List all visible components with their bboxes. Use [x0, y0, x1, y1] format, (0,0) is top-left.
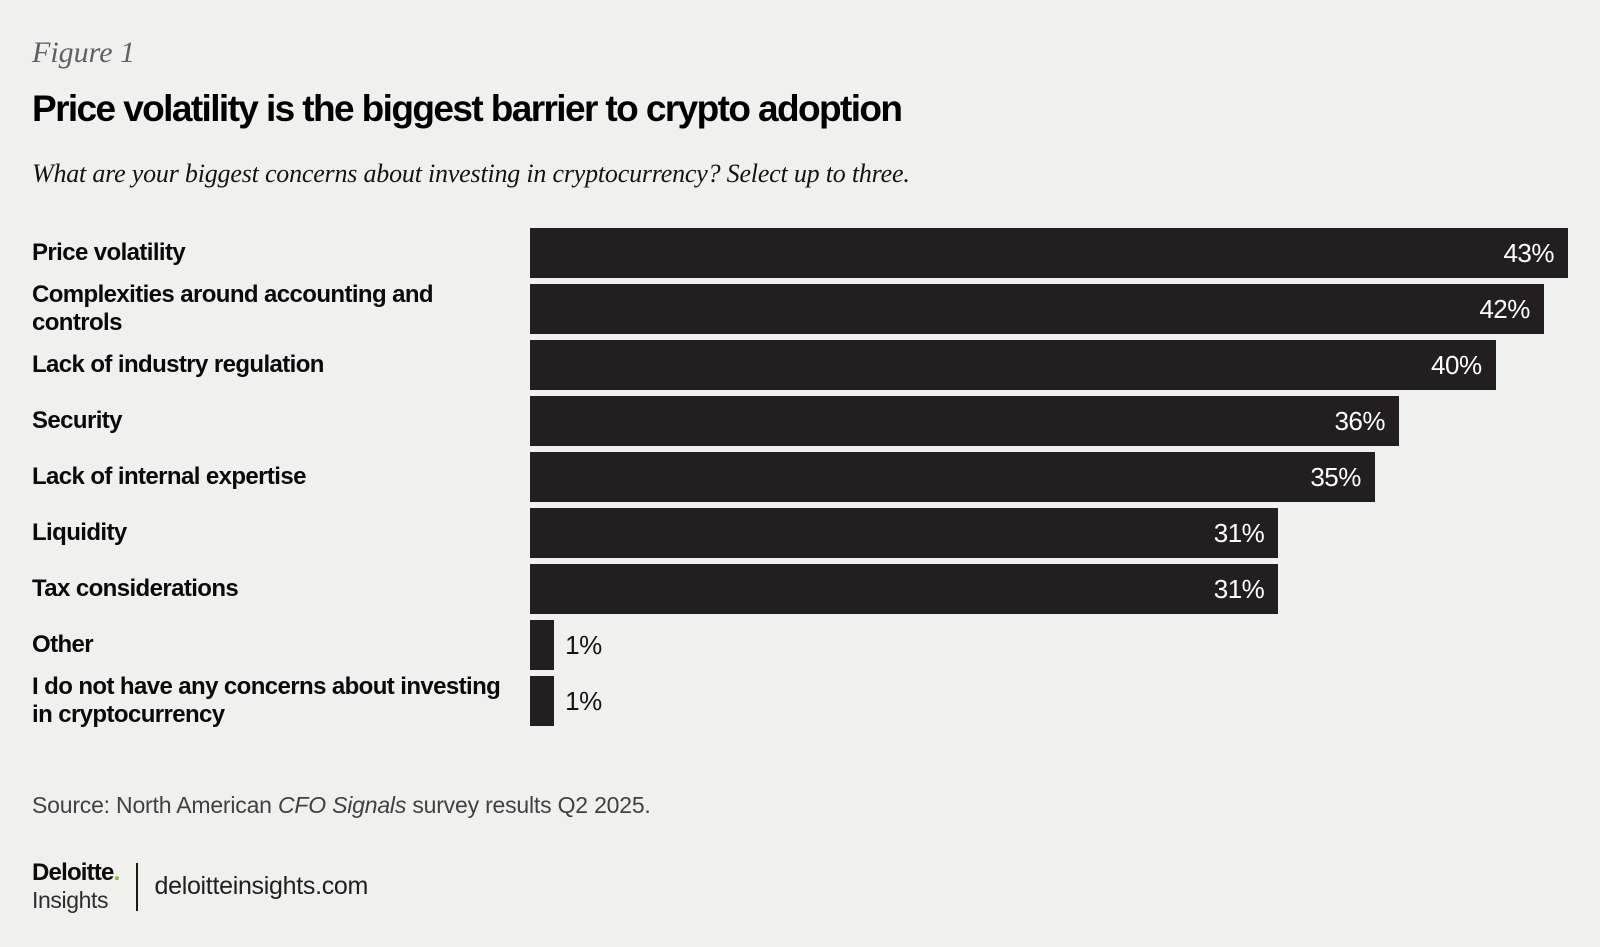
bar: 31%: [530, 564, 1279, 615]
category-label: Lack of industry regulation: [32, 351, 324, 379]
chart-row: Tax considerations 31%: [32, 564, 1568, 615]
source-prefix: Source: North American: [32, 792, 278, 819]
value-label: 35%: [1310, 461, 1361, 492]
bar: [530, 676, 555, 727]
category-label: Tax considerations: [32, 575, 239, 603]
category-label: Price volatility: [32, 239, 186, 267]
bar-chart: Price volatility 43% Complexities around a…: [32, 228, 1568, 729]
figure-subtitle: What are your biggest concerns about inv…: [32, 158, 910, 188]
chart-row: Lack of internal expertise 35%: [32, 452, 1568, 503]
chart-row: I do not have any concerns about investi…: [32, 673, 1568, 729]
bar: [530, 620, 555, 671]
category-label: Security: [32, 407, 123, 435]
category-label: Complexities around accounting and contr…: [32, 280, 434, 337]
bar: 43%: [530, 228, 1568, 279]
figure-title: Price volatility is the biggest barrier …: [32, 88, 903, 129]
deloitte-logo: Deloitte. Insights: [32, 859, 121, 914]
value-label: 43%: [1503, 237, 1554, 268]
bar-track: 31%: [530, 508, 1568, 559]
value-label: 36%: [1334, 405, 1386, 436]
bar: 36%: [530, 396, 1400, 447]
bar: 42%: [530, 284, 1544, 335]
chart-row: Liquidity 31%: [32, 508, 1568, 559]
value-label: 40%: [1431, 349, 1482, 380]
chart-row: Security 36%: [32, 396, 1568, 447]
deloitte-wordmark: Deloitte.: [32, 859, 121, 887]
bar: 40%: [530, 340, 1496, 391]
chart-row: Complexities around accounting and contr…: [32, 281, 1568, 336]
site-url: deloitteinsights.com: [154, 872, 369, 901]
value-label: 1%: [565, 685, 602, 716]
value-label: 31%: [1213, 573, 1265, 604]
bar-track: 31%: [530, 564, 1568, 615]
bar-track: 42%: [530, 284, 1568, 335]
category-label: I do not have any concerns about investi…: [32, 672, 501, 729]
source-suffix: survey results Q2 2025.: [406, 792, 651, 819]
bar-track: 36%: [530, 396, 1568, 447]
chart-row: Lack of industry regulation 40%: [32, 340, 1568, 391]
insights-wordmark: Insights: [32, 887, 109, 914]
chart-row: Other 1%: [32, 620, 1568, 671]
value-label: 1%: [565, 629, 602, 660]
bar: 31%: [530, 508, 1279, 559]
bar-track: 35%: [530, 452, 1568, 503]
bar-track: 1%: [530, 676, 1568, 727]
value-label: 42%: [1479, 293, 1530, 324]
bar-rows: Price volatility 43% Complexities around a…: [32, 228, 1568, 729]
source-note: Source: North American CFO Signals surve…: [32, 792, 1568, 819]
figure-label: Figure 1: [32, 36, 136, 69]
bar-track: 40%: [530, 340, 1568, 391]
value-label: 31%: [1213, 517, 1265, 548]
bar-track: 1%: [530, 620, 1568, 671]
bar: 35%: [530, 452, 1375, 503]
bar-track: 43%: [530, 228, 1568, 279]
category-label: Other: [32, 631, 94, 659]
footer-divider: [136, 862, 139, 911]
deloitte-green-dot: .: [113, 859, 121, 887]
deloitte-wordmark-text: Deloitte: [32, 859, 114, 887]
category-label: Lack of internal expertise: [32, 463, 306, 491]
chart-row: Price volatility 43%: [32, 228, 1568, 279]
footer-brand: Deloitte. Insights deloitteinsights.com: [32, 861, 1568, 912]
source-italic: CFO Signals: [277, 792, 407, 819]
category-label: Liquidity: [32, 519, 127, 547]
